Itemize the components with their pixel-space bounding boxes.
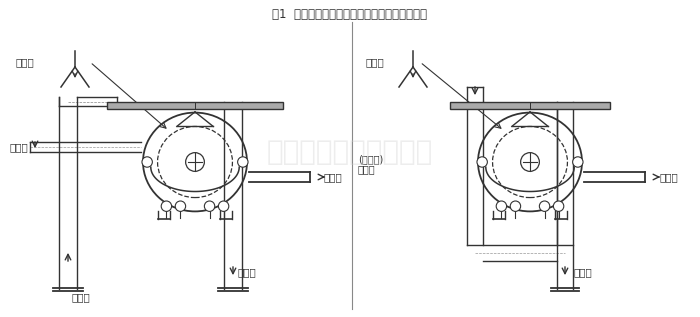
Text: (排水口): (排水口) (358, 154, 384, 164)
Text: 排气口: 排气口 (71, 292, 90, 302)
Text: 排气口: 排气口 (358, 164, 376, 174)
Circle shape (218, 201, 229, 211)
Text: 图1  一般的水环真空泵工作液供应及排放示意图: 图1 一般的水环真空泵工作液供应及排放示意图 (272, 9, 428, 22)
Circle shape (186, 153, 204, 171)
Circle shape (142, 157, 153, 167)
Circle shape (496, 201, 507, 211)
Circle shape (204, 201, 215, 211)
Circle shape (554, 201, 564, 211)
Text: 水环泵: 水环泵 (365, 57, 384, 67)
Text: 长沙昇昊泵业有限公司: 长沙昇昊泵业有限公司 (267, 138, 433, 166)
Text: 水环泵: 水环泵 (15, 57, 34, 67)
Circle shape (175, 201, 186, 211)
Circle shape (573, 157, 583, 167)
Circle shape (161, 201, 172, 211)
Text: 吸气口: 吸气口 (238, 267, 257, 277)
Bar (107, 102, 283, 109)
Circle shape (521, 153, 540, 171)
Text: 供水口: 供水口 (659, 172, 678, 182)
Text: 供水口: 供水口 (324, 172, 343, 182)
Circle shape (510, 201, 521, 211)
Text: 排水口: 排水口 (10, 142, 29, 152)
Text: 吸气口: 吸气口 (573, 267, 592, 277)
Circle shape (540, 201, 550, 211)
Circle shape (477, 157, 487, 167)
Circle shape (237, 157, 248, 167)
Bar (450, 102, 610, 109)
